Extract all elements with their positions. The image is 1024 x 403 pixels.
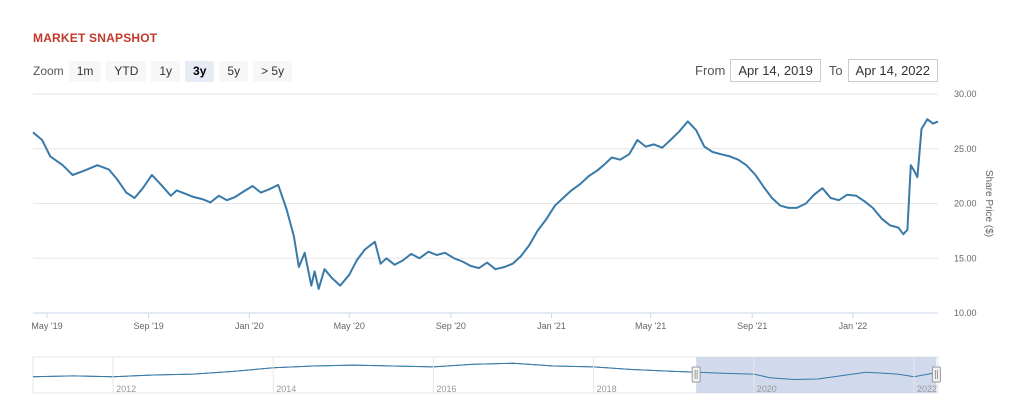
to-date-input[interactable]: Apr 14, 2022 bbox=[847, 59, 938, 82]
from-label: From bbox=[695, 63, 726, 78]
y-tick-label: 25.00 bbox=[954, 144, 977, 154]
navigator-tick-label: 2020 bbox=[757, 384, 777, 394]
navigator-left-handle[interactable] bbox=[691, 366, 701, 383]
x-tick-label: Jan '21 bbox=[537, 321, 566, 331]
y-tick-label: 10.00 bbox=[954, 308, 977, 318]
from-date-input[interactable]: Apr 14, 2019 bbox=[730, 59, 821, 82]
x-tick-label: Jan '20 bbox=[235, 321, 264, 331]
navigator-tick-label: 2014 bbox=[276, 384, 296, 394]
navigator-tick-label: 2016 bbox=[436, 384, 456, 394]
navigator-right-handle[interactable] bbox=[931, 366, 941, 383]
y-tick-label: 30.00 bbox=[954, 89, 977, 99]
navigator-series-line-overlay bbox=[32, 362, 939, 381]
navigator-tick-label: 2018 bbox=[597, 384, 617, 394]
y-tick-label: 15.00 bbox=[954, 253, 977, 263]
zoom-bar: Zoom 1m YTD 1y 3y 5y > 5y bbox=[33, 60, 297, 82]
to-label: To bbox=[828, 63, 843, 78]
zoom-3y-button[interactable]: 3y bbox=[185, 60, 215, 82]
x-tick-label: Jan '22 bbox=[839, 321, 868, 331]
zoom-1m-button[interactable]: 1m bbox=[68, 60, 102, 82]
zoom-1y-button[interactable]: 1y bbox=[151, 60, 181, 82]
x-tick-label: Sep '20 bbox=[436, 321, 466, 331]
x-tick-label: Sep '19 bbox=[133, 321, 163, 331]
x-tick-label: May '21 bbox=[635, 321, 666, 331]
page-title: MARKET SNAPSHOT bbox=[33, 31, 158, 45]
x-tick-label: May '19 bbox=[31, 321, 62, 331]
zoom-5y-button[interactable]: 5y bbox=[219, 60, 249, 82]
date-range: From Apr 14, 2019 To Apr 14, 2022 bbox=[695, 59, 938, 82]
x-tick-label: Sep '21 bbox=[737, 321, 767, 331]
x-tick-label: May '20 bbox=[334, 321, 365, 331]
price-series-line bbox=[32, 118, 939, 290]
navigator-tick-label: 2022 bbox=[917, 384, 937, 394]
zoom-label: Zoom bbox=[33, 64, 64, 78]
zoom-all-button[interactable]: > 5y bbox=[253, 60, 293, 82]
zoom-ytd-button[interactable]: YTD bbox=[106, 60, 147, 82]
navigator-selection[interactable] bbox=[696, 357, 937, 393]
y-tick-label: 20.00 bbox=[954, 199, 977, 209]
navigator-tick-label: 2012 bbox=[116, 384, 136, 394]
y-axis-title: Share Price ($) bbox=[983, 170, 994, 237]
